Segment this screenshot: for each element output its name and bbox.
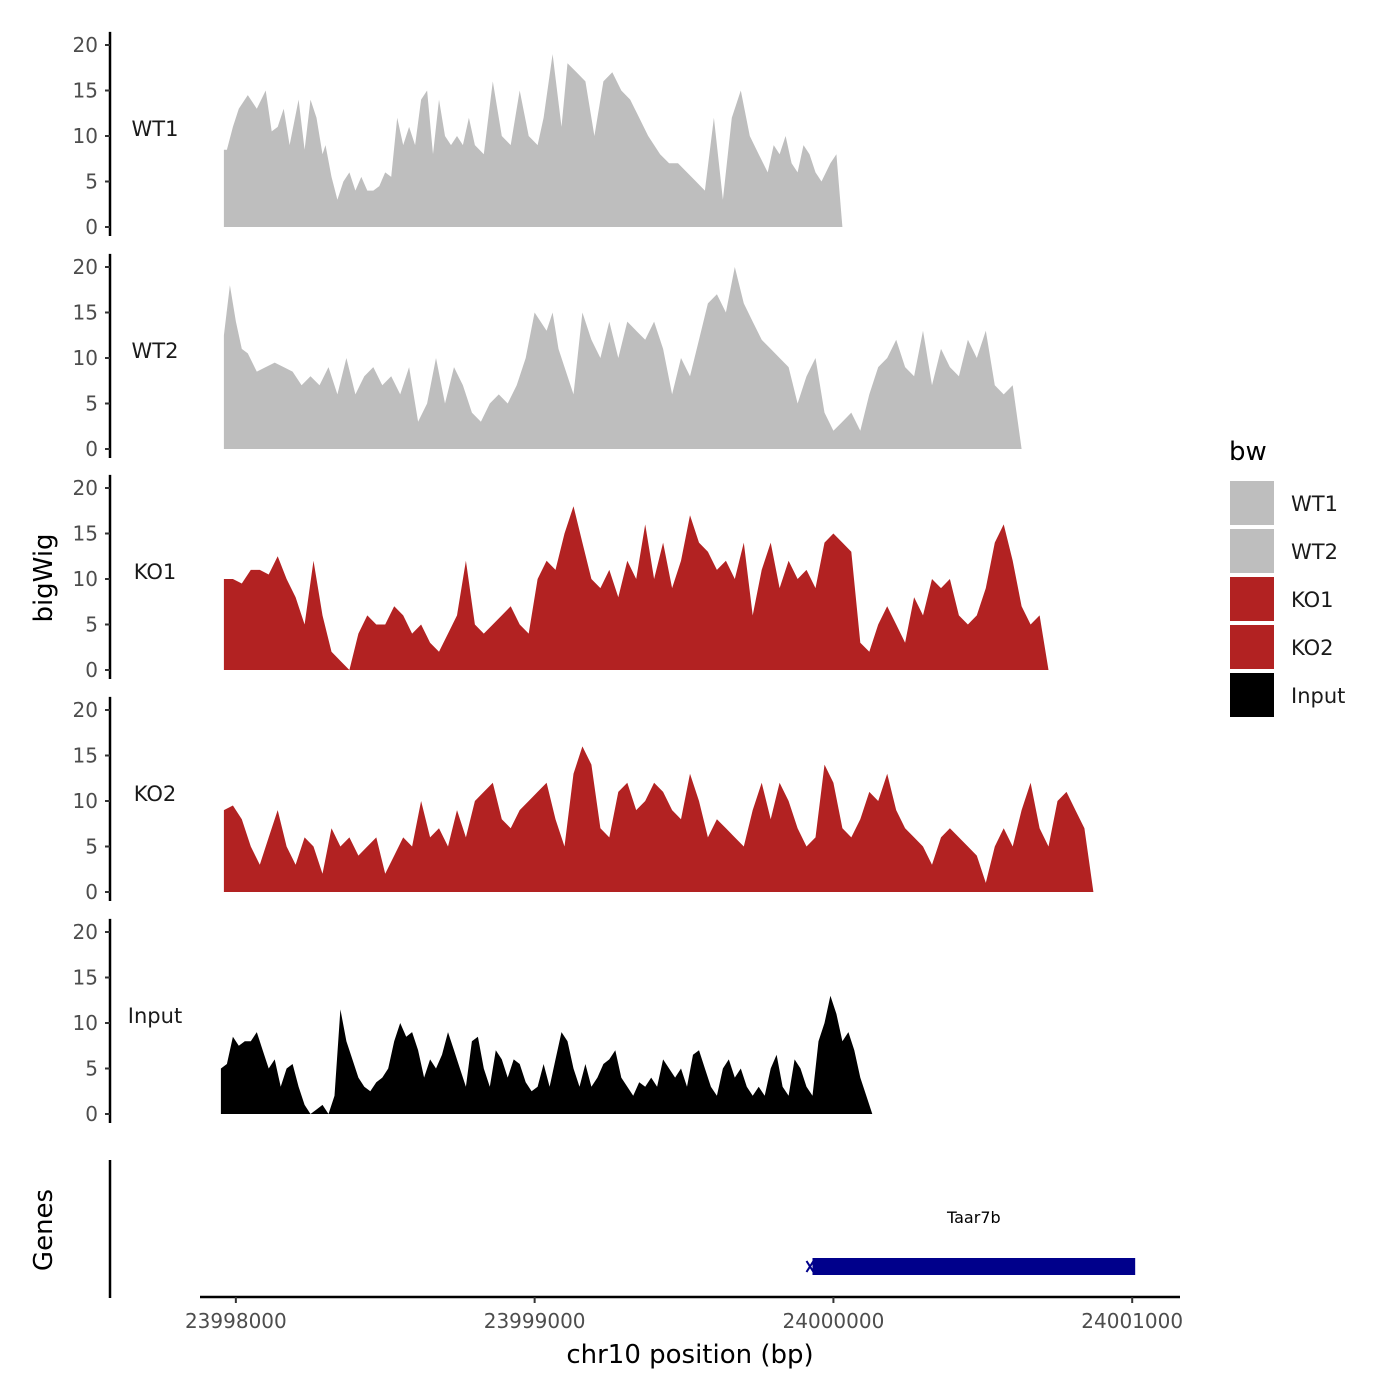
track-label: WT2: [132, 339, 179, 363]
x-tick-label: 23998000: [185, 1309, 287, 1333]
y-tick-label: 10: [73, 124, 98, 148]
legend-swatch: [1228, 527, 1276, 575]
track-ko1: 0 5 10 15 20 KO1: [73, 474, 1049, 682]
track-label: WT1: [132, 117, 179, 141]
y-tick-label: 0: [85, 1102, 98, 1126]
genes-axis-title: Genes: [29, 1189, 59, 1271]
legend-swatch: [1228, 671, 1276, 719]
legend-item-ko1: KO1: [1228, 575, 1334, 623]
y-tick-label: 5: [85, 835, 98, 859]
track-label: KO1: [134, 560, 177, 584]
y-tick-label: 5: [85, 613, 98, 637]
legend-label: KO1: [1291, 588, 1334, 612]
tracks-layer: 0 5 10 15 20 WT1 0 5 10 15 20 WT2 0 5 10 15 20 KO1 0 5 10 15 2…: [73, 31, 1094, 1126]
legend: bw WT1 WT2 KO1 KO2 Input: [1228, 437, 1345, 719]
track-ko2: 0 5 10 15 20 KO2: [73, 696, 1094, 904]
track-label: KO2: [134, 782, 177, 806]
area-wt1: [223, 54, 843, 227]
y-tick-label: 20: [73, 476, 98, 500]
legend-title: bw: [1229, 437, 1267, 467]
y-tick-label: 10: [73, 789, 98, 813]
legend-item-wt2: WT2: [1228, 527, 1338, 575]
y-tick-label: 0: [85, 437, 98, 461]
legend-swatch: [1228, 479, 1276, 527]
y-tick-label: 20: [73, 920, 98, 944]
y-tick-label: 5: [85, 170, 98, 194]
track-label: Input: [128, 1004, 182, 1028]
y-tick-label: 20: [73, 698, 98, 722]
y-tick-label: 0: [85, 880, 98, 904]
y-tick-label: 15: [73, 966, 98, 990]
y-tick-label: 15: [73, 744, 98, 768]
y-tick-label: 10: [73, 346, 98, 370]
y-tick-label: 10: [73, 567, 98, 591]
y-tick-label: 20: [73, 255, 98, 279]
legend-label: WT1: [1291, 492, 1338, 516]
y-tick-label: 20: [73, 33, 98, 57]
y-tick-label: 15: [73, 301, 98, 325]
y-axis-title: bigWig: [29, 533, 59, 622]
legend-swatch: [1228, 575, 1276, 623]
area-wt2: [223, 267, 1022, 449]
area-input: [220, 995, 873, 1114]
legend-item-wt1: WT1: [1228, 479, 1338, 527]
y-tick-label: 5: [85, 1057, 98, 1081]
track-wt2: 0 5 10 15 20 WT2: [73, 253, 1022, 461]
y-tick-label: 15: [73, 522, 98, 546]
x-tick-label: 24001000: [1081, 1309, 1183, 1333]
y-tick-label: 10: [73, 1011, 98, 1035]
legend-label: Input: [1291, 684, 1345, 708]
gene-start-marker: [805, 1260, 815, 1273]
track-wt1: 0 5 10 15 20 WT1: [73, 31, 843, 239]
legend-item-ko2: KO2: [1228, 623, 1334, 671]
track-input: 0 5 10 15 20 Input: [73, 918, 873, 1126]
x-axis-title: chr10 position (bp): [566, 1340, 813, 1370]
x-tick-label: 23999000: [484, 1309, 586, 1333]
legend-swatch: [1228, 623, 1276, 671]
y-tick-label: 5: [85, 392, 98, 416]
gene-body: [812, 1258, 1136, 1275]
y-tick-label: 0: [85, 658, 98, 682]
y-tick-label: 0: [85, 215, 98, 239]
legend-item-input: Input: [1228, 671, 1345, 719]
gene-taar7b: Taar7b: [805, 1208, 1136, 1275]
x-tick-label: 24000000: [783, 1309, 885, 1333]
area-ko1: [223, 506, 1049, 670]
legend-label: WT2: [1291, 540, 1338, 564]
area-ko2: [223, 746, 1094, 892]
legend-label: KO2: [1291, 636, 1334, 660]
x-axis: 23998000 23999000 24000000 24001000: [185, 1295, 1183, 1333]
genes-panel: Taar7b: [108, 1160, 1136, 1298]
gene-label: Taar7b: [946, 1208, 1001, 1227]
y-tick-label: 15: [73, 79, 98, 103]
